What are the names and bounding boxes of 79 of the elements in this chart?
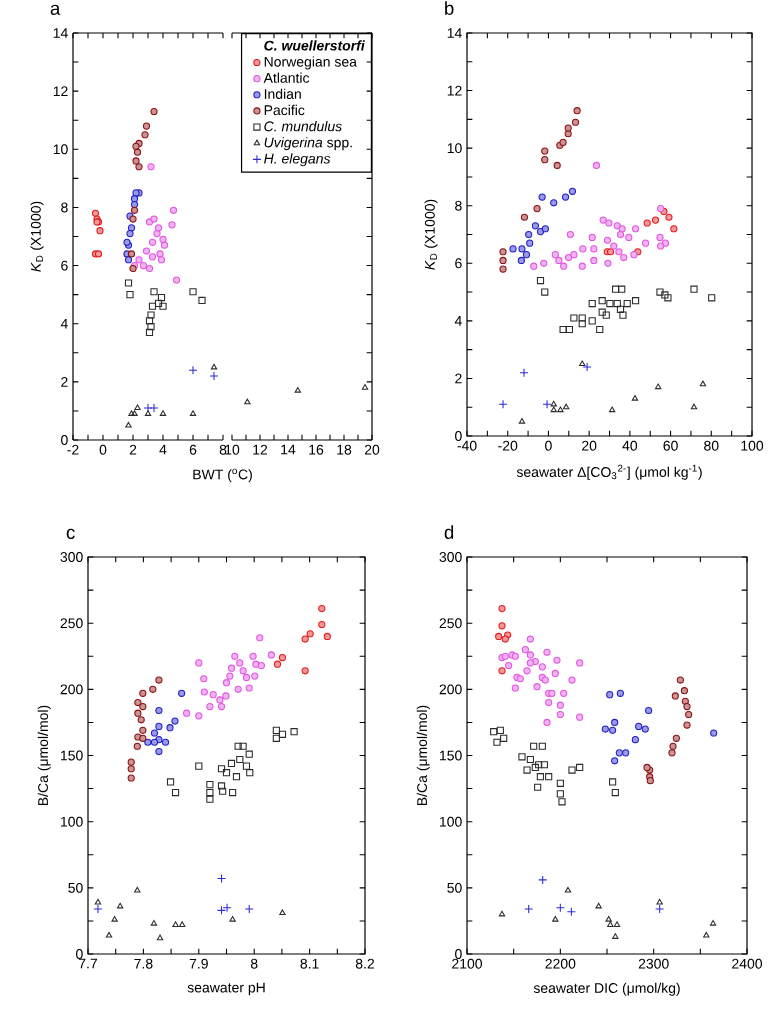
x-tick-label: 7.9 — [189, 958, 208, 969]
legend-label: H. elegans — [264, 153, 331, 167]
x-tick-label: 0 — [99, 444, 107, 455]
y-tick-label: 100 — [440, 816, 462, 827]
x-tick-label: 100 — [741, 440, 764, 451]
x-tick-label: -2 — [67, 444, 79, 455]
x-tick-label: 20 — [582, 440, 597, 451]
y-tick-label: 0 — [76, 949, 83, 959]
y-axis-title: K$_{D}$ (X1000) — [424, 199, 438, 270]
x-tick-label: -20 — [498, 440, 518, 451]
y-tick-label: 4 — [60, 318, 68, 329]
legend-label: Indian — [264, 88, 301, 99]
y-tick-label: 50 — [447, 882, 462, 893]
x-tick-label: 8.2 — [355, 958, 375, 969]
y-tick-label: 250 — [439, 618, 462, 629]
x-tick-label: 2100 — [452, 958, 483, 969]
chart-title: d — [444, 525, 454, 539]
y-tick-label: 300 — [439, 552, 462, 562]
y-tick-label: 10 — [447, 143, 462, 154]
y-tick-label: 0 — [455, 949, 462, 959]
legend-label: Atlantic — [263, 72, 310, 83]
x-axis-title: seawater Δ[CO$_{3}$$^{2-}$] (μmol kg$^{-1}$) — [516, 464, 702, 480]
y-tick-label: 2 — [61, 376, 68, 387]
x-tick-label: -40 — [457, 440, 477, 451]
legend-label: Pacific — [264, 104, 305, 116]
y-tick-label: 12 — [447, 85, 462, 96]
y-tick-label: 150 — [61, 750, 83, 761]
legend-label: Uvigerina spp. — [264, 137, 352, 151]
x-tick-label: 2200 — [545, 958, 576, 969]
legend-label: C. mundulus — [264, 120, 342, 132]
y-tick-label: 250 — [60, 618, 83, 629]
y-tick-label: 0 — [455, 431, 462, 441]
x-tick-label: 60 — [663, 440, 678, 451]
x-tick-label: 2400 — [732, 958, 763, 969]
x-axis-title: BWT ($^{o}$C) — [193, 468, 252, 483]
x-tick-label: 20 — [364, 444, 380, 455]
y-tick-label: 200 — [439, 684, 462, 695]
y-tick-label: 50 — [68, 882, 83, 893]
y-axis-title: K$_{D}$ (X1000) — [30, 201, 44, 272]
x-axis-title: seawater pH — [187, 982, 265, 996]
x-axis-title: seawater DIC (μmol/kg) — [533, 982, 680, 996]
y-tick-label: 150 — [440, 750, 462, 761]
chart-title: a — [50, 4, 61, 15]
x-tick-label: 7.7 — [78, 958, 98, 969]
y-tick-label: 10 — [53, 144, 68, 155]
x-tick-label: 8 — [219, 444, 227, 455]
x-tick-label: 2300 — [638, 958, 669, 969]
y-tick-label: 8 — [455, 200, 462, 211]
y-tick-label: 6 — [61, 260, 68, 271]
x-tick-label: 12 — [253, 444, 268, 455]
y-tick-label: 2 — [455, 373, 462, 384]
x-tick-label: 0 — [545, 440, 552, 451]
x-tick-label: 2 — [129, 444, 137, 455]
x-tick-label: 18 — [337, 444, 352, 455]
y-tick-label: 4 — [454, 316, 462, 326]
x-tick-label: 4 — [159, 444, 167, 455]
y-tick-label: 14 — [447, 28, 462, 38]
chart-title: b — [445, 1, 454, 15]
y-axis-title: B/Ca (μmol/mol) — [37, 705, 51, 806]
y-tick-label: 12 — [53, 86, 68, 97]
y-tick-label: 300 — [60, 552, 83, 562]
x-tick-label: 80 — [704, 440, 719, 451]
y-tick-label: 6 — [455, 258, 462, 269]
x-tick-label: 10 — [225, 444, 240, 455]
x-tick-label: 8 — [250, 958, 258, 969]
legend-title: C. wuellerstorfi — [264, 40, 365, 51]
y-tick-label: 100 — [61, 816, 83, 827]
x-tick-label: 14 — [281, 444, 296, 455]
y-tick-label: 8 — [61, 202, 68, 213]
chart-title: c — [66, 528, 75, 539]
y-axis-title: B/Ca (μmol/mol) — [416, 705, 430, 806]
x-tick-label: 16 — [309, 444, 324, 455]
x-tick-label: 40 — [622, 440, 638, 451]
legend-label: Norwegian sea — [264, 56, 357, 70]
y-tick-label: 14 — [53, 28, 68, 38]
y-tick-label: 200 — [60, 684, 83, 695]
x-tick-label: 8.1 — [300, 958, 319, 969]
x-tick-label: 7.8 — [134, 958, 153, 969]
x-tick-label: 6 — [189, 444, 197, 455]
